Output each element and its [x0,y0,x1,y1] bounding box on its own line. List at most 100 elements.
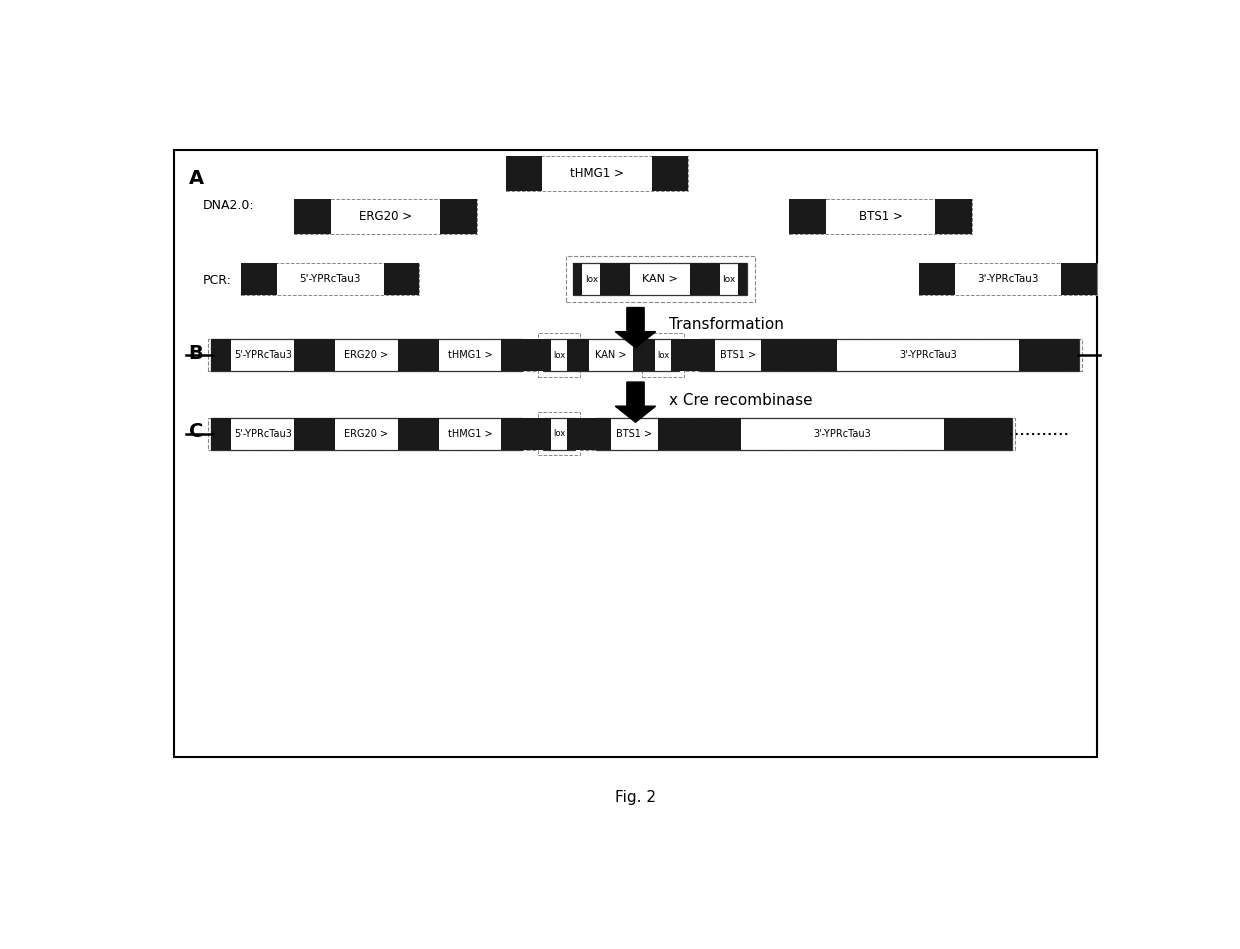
Text: lox: lox [657,350,670,360]
Bar [935,199,972,234]
Bar [919,263,955,295]
Bar [711,263,719,295]
Bar [538,333,580,377]
Bar [919,263,1096,295]
Bar [647,339,678,371]
Bar [596,418,673,450]
Bar [522,418,543,450]
Bar [543,339,551,371]
Bar [699,339,776,371]
Bar [673,418,1012,450]
Text: lox: lox [585,274,598,284]
Bar [242,263,277,295]
Bar [575,339,589,371]
Bar [1019,339,1080,371]
Bar [610,263,630,295]
Bar [315,418,335,450]
Text: 5'-YPRcTau3: 5'-YPRcTau3 [233,429,291,439]
Text: PCR:: PCR: [203,274,232,287]
Bar [242,263,419,295]
Bar [699,339,715,371]
Bar [383,263,419,295]
Bar [315,339,335,371]
Bar [647,339,655,371]
Bar [294,418,315,450]
Text: x Cre recombinase: x Cre recombinase [670,393,812,408]
Bar [538,413,580,456]
Text: B: B [188,344,203,363]
Text: lox: lox [553,430,565,438]
Bar [506,156,688,191]
Bar [575,339,647,371]
Bar [398,339,418,371]
Bar [761,339,776,371]
FancyArrow shape [615,382,656,422]
Bar [567,255,755,303]
Bar [671,339,678,371]
Bar [945,418,1012,450]
Bar [691,263,711,295]
Bar [294,199,331,234]
Bar [211,418,315,450]
Bar [610,263,711,295]
Bar [294,199,477,234]
Bar [596,418,611,450]
Bar [543,339,575,371]
Text: 3'-YPRcTau3: 3'-YPRcTau3 [899,350,957,360]
Text: KAN >: KAN > [595,350,626,360]
Bar [418,418,439,450]
Text: ERG20 >: ERG20 > [345,429,388,439]
Bar [211,339,232,371]
Bar [738,263,746,295]
Bar [418,339,439,371]
Bar [789,199,826,234]
Text: tHMG1 >: tHMG1 > [448,429,492,439]
Bar [398,418,418,450]
Text: lox: lox [722,274,735,284]
Bar [632,339,647,371]
Bar [776,339,1080,371]
Text: BTS1 >: BTS1 > [720,350,756,360]
Text: 5'-YPRcTau3: 5'-YPRcTau3 [300,274,361,284]
Bar [501,418,522,450]
Text: C: C [188,422,203,441]
Bar [315,418,418,450]
Bar [567,418,575,450]
Bar [575,418,596,450]
Bar [440,199,477,234]
Bar [418,339,522,371]
Bar [543,418,551,450]
FancyArrow shape [615,307,656,347]
Text: ERG20 >: ERG20 > [345,350,388,360]
Bar [573,263,610,295]
Bar [522,339,543,371]
Bar [573,263,582,295]
Text: 3'-YPRcTau3: 3'-YPRcTau3 [813,429,872,439]
Bar [657,418,673,450]
Text: A: A [188,169,203,188]
Text: Transformation: Transformation [670,317,784,332]
Text: 5'-YPRcTau3: 5'-YPRcTau3 [233,350,291,360]
Bar [673,418,740,450]
Bar [678,339,699,371]
Bar [315,339,418,371]
Bar [711,263,746,295]
Text: tHMG1 >: tHMG1 > [570,167,624,179]
Text: 3'-YPRcTau3: 3'-YPRcTau3 [977,274,1039,284]
Text: Fig. 2: Fig. 2 [615,790,656,805]
Bar [418,418,522,450]
Bar [174,151,1096,757]
Text: tHMG1 >: tHMG1 > [448,350,492,360]
Bar [208,339,1083,371]
Bar [776,339,837,371]
Text: ERG20 >: ERG20 > [360,211,412,223]
Bar [294,339,315,371]
Bar [211,418,232,450]
Bar [211,339,315,371]
Text: KAN >: KAN > [642,274,678,284]
Bar [501,339,522,371]
Text: DNA2.0:: DNA2.0: [203,198,254,212]
Bar [789,199,972,234]
Text: BTS1 >: BTS1 > [616,429,652,439]
Bar [543,418,575,450]
